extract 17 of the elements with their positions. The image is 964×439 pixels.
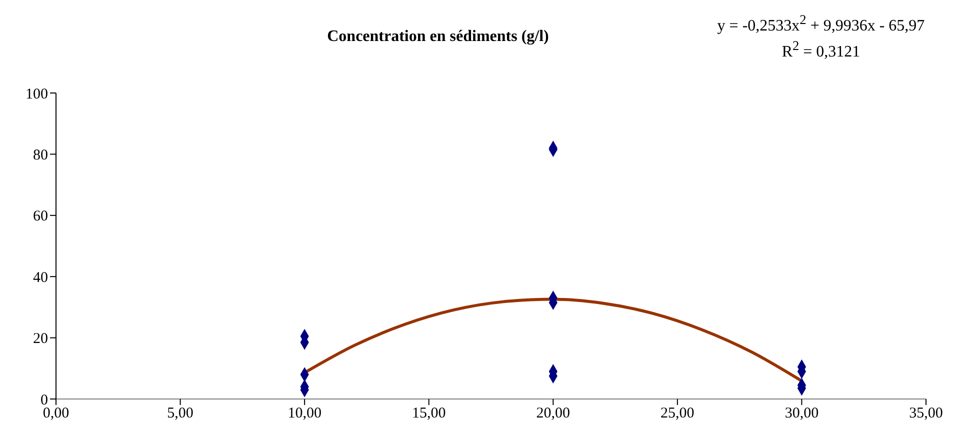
- x-tick-label: 15,00: [412, 406, 446, 422]
- x-tick-label: 0,00: [42, 406, 70, 422]
- text: y = -0,2533x$^{2}$ + 9,9936x - 65,97: [716, 12, 926, 36]
- x-tick-label: 25,00: [660, 406, 694, 422]
- y-tick-label: 100: [26, 86, 48, 102]
- y-tick-label: 40: [33, 270, 48, 286]
- chart-title: Concentration en sédiments (g/l): [326, 28, 550, 46]
- y-tick-label: 60: [33, 208, 48, 225]
- x-tick-label: 5,00: [167, 406, 194, 422]
- text: R$^{2}$ = 0,3121: [780, 38, 862, 62]
- x-tick-label: 10,00: [288, 406, 322, 422]
- y-tick-label: 20: [33, 331, 48, 348]
- y-tick-label: 80: [33, 148, 48, 164]
- x-tick-label: 30,00: [784, 406, 819, 422]
- x-tick-label: 35,00: [909, 406, 943, 422]
- y-tick-label: 0: [40, 392, 48, 408]
- x-tick-label: 20,00: [536, 406, 570, 422]
